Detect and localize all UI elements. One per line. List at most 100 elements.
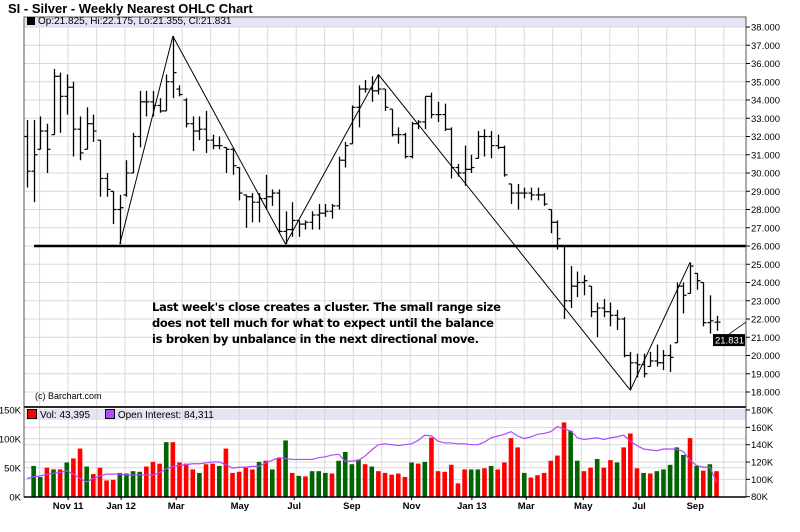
volume-header-band [25,409,746,420]
ohlc-bar [435,101,442,122]
volume-bar [243,466,249,497]
ohlc-bar [448,127,455,179]
volume-bar [144,466,149,497]
ohlc-bar [329,204,336,219]
volume-bar [323,472,328,497]
volume-bar [654,471,660,497]
volume-bar [183,463,189,497]
volume-bar [117,472,123,497]
volume-bar [468,469,474,497]
ohlc-bar [667,344,674,372]
volume-bar [508,438,514,497]
ohlc-bar [223,146,230,173]
oi-tick-label: 140K [751,440,774,451]
volume-bar [91,474,96,497]
y-tick-label: 37.000 [751,41,780,52]
volume-bar [51,469,56,497]
volume-bar [110,479,116,497]
volume-bar [674,447,680,497]
last-price-box [713,334,745,347]
volume-legend-text: Vol: 43,395 [40,410,91,421]
ohlc-bar [541,193,548,206]
ohlc-bar [594,302,601,338]
ohlc-bar [289,202,296,237]
y-tick-label: 28.000 [751,205,780,216]
volume-bar [634,468,640,497]
volume-bar [177,462,182,497]
y-tick-label: 30.000 [751,169,780,180]
y-tick-label: 24.000 [751,278,780,289]
volume-bar [362,464,368,497]
volume-bar [349,464,355,497]
trendline [172,35,287,245]
volume-bar [621,447,626,497]
ohlc-bar [110,190,117,225]
ohlc-bar [143,90,150,117]
y-tick-label: 27.000 [751,223,780,234]
copyright: (c) Barchart.com [35,391,102,401]
annotation-text: Last week's close creates a cluster. The… [152,299,501,347]
ohlc-bar [216,136,223,150]
volume-bar [488,465,494,497]
volume-bar [528,477,534,497]
ohlc-bar [674,282,681,344]
y-tick-label: 34.000 [751,96,780,107]
ohlc-bar [64,74,71,115]
ohlc-bar [104,173,111,197]
ohlc-bar [581,275,588,296]
ohlc-bar [24,120,31,188]
ohlc-bar [203,110,210,153]
volume-bar [170,442,176,497]
price-legend: Op:21.825, Hi:22.175, Lo:21.355, Cl:21.8… [27,16,231,27]
ohlc-bar [70,81,77,157]
volume-bar [104,480,109,497]
volume-bar [561,422,567,497]
ohlc-bar [130,132,137,174]
ohlc-bar [714,315,721,331]
ohlc-bar [561,245,568,319]
trendline [377,74,631,391]
volume-bar [541,472,547,497]
volume-bar [574,460,580,497]
volume-tick-label: 100K [0,435,22,446]
ohlc-bar [389,108,396,137]
y-tick-label: 35.000 [751,77,780,88]
ohlc-bar [660,350,667,371]
volume-bar [628,433,633,497]
y-tick-label: 36.000 [751,59,780,70]
volume-bar [389,474,394,497]
volume-bar [601,467,607,497]
volume-tick-label: 50K [4,464,22,475]
volume-bar [223,448,229,497]
ohlc-bar [336,156,343,210]
volume-bar [296,475,302,497]
y-tick-label: 38.000 [751,23,780,34]
volume-bar [594,459,600,497]
volume-bar [661,469,666,497]
ohlc-bar [249,193,256,223]
ohlc-bar [521,187,528,199]
y-tick-label: 20.000 [751,351,780,362]
volume-bar [197,472,202,497]
x-tick-label: Jan 13 [457,501,487,512]
ohlc-bar [302,220,309,230]
volume-bar [707,464,713,497]
volume-bar [57,469,63,497]
volume-bar [409,462,414,497]
ohlc-bar [263,174,270,210]
annotation-line: is broken by unbalance in the next direc… [152,332,479,346]
trendline [285,74,379,245]
ohlc-bar [607,302,614,327]
last-price-pointer [728,321,747,335]
ohlc-bar [157,98,164,113]
y-tick-label: 19.000 [751,369,780,380]
ohlc-bar [647,351,654,368]
ohlc-bar [680,282,687,314]
x-tick-label: Nov [403,501,422,512]
ohlc-bar [163,74,170,112]
price-panel-frame [23,16,747,408]
ohlc-bar [44,123,51,173]
volume-tick-label: 0K [9,493,21,504]
volume-legend: Vol: 43,395 Open Interest: 84,311 [27,409,214,421]
ohlc-bar [515,183,522,210]
